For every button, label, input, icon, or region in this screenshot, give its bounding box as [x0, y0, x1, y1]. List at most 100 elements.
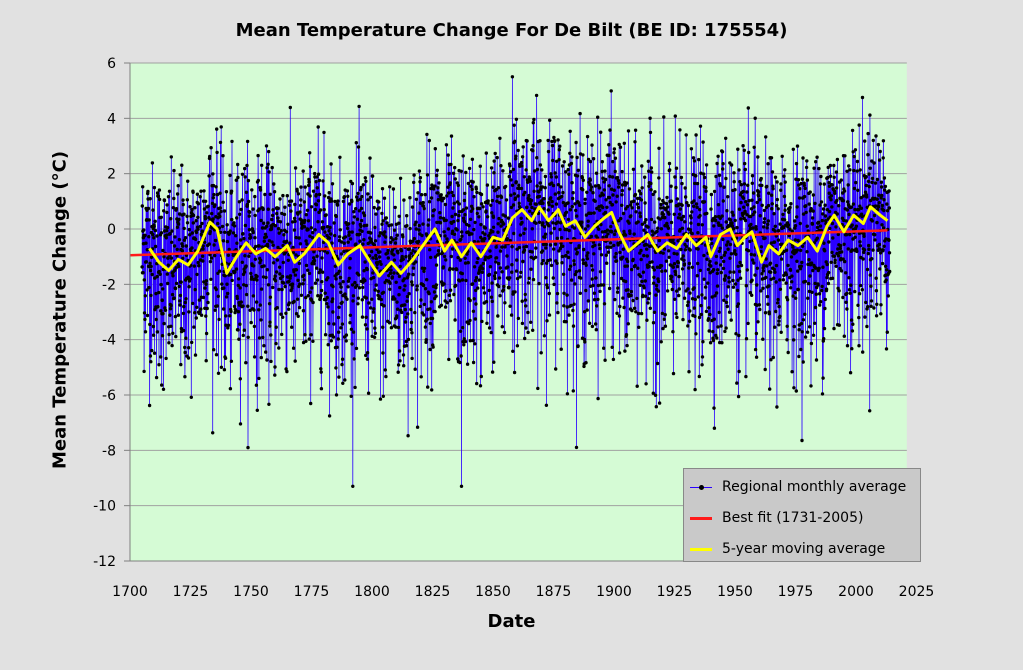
data-point [502, 222, 506, 226]
data-point [436, 198, 440, 202]
data-point [626, 288, 630, 292]
data-point [480, 270, 484, 274]
data-point [321, 240, 326, 245]
data-point [737, 269, 742, 274]
data-point [656, 226, 660, 230]
data-point [675, 264, 680, 269]
data-point [611, 159, 615, 164]
data-point [683, 220, 687, 224]
data-point [172, 296, 176, 300]
data-point [822, 326, 827, 331]
data-point [792, 386, 796, 390]
data-point [319, 370, 323, 374]
data-point [736, 394, 741, 399]
data-point [480, 319, 484, 324]
data-point [731, 227, 736, 231]
data-point [195, 192, 200, 196]
data-point [379, 297, 383, 302]
data-point [471, 180, 475, 184]
data-point [544, 403, 549, 407]
data-point [196, 202, 201, 206]
data-point [555, 261, 559, 265]
data-point [471, 338, 475, 343]
data-point [570, 181, 574, 185]
data-point [422, 206, 426, 211]
data-point [795, 144, 800, 148]
data-point [317, 178, 322, 183]
data-point [142, 278, 146, 282]
data-point [715, 336, 719, 340]
data-point [238, 422, 243, 426]
data-point [232, 221, 236, 225]
data-point [196, 260, 200, 265]
data-point [565, 293, 569, 297]
data-point [313, 207, 317, 212]
data-point [567, 267, 572, 272]
data-point [364, 353, 368, 358]
data-point [833, 191, 837, 195]
data-point [686, 287, 690, 291]
data-point [552, 282, 556, 287]
data-point [728, 256, 732, 260]
data-point [181, 328, 186, 333]
data-point [397, 274, 402, 279]
data-point [496, 230, 500, 234]
data-point [806, 296, 810, 300]
data-point [487, 326, 492, 330]
data-point [716, 325, 720, 329]
data-point [276, 227, 281, 231]
data-point [245, 139, 250, 144]
data-point [786, 223, 791, 227]
data-point [566, 217, 571, 222]
data-point [191, 213, 196, 218]
data-point [449, 134, 454, 138]
data-point [846, 247, 850, 251]
data-point [284, 311, 288, 315]
data-point [470, 157, 475, 161]
data-point [738, 276, 743, 280]
data-point [424, 340, 428, 344]
data-point [238, 212, 242, 216]
data-point [847, 212, 851, 217]
data-point [582, 364, 586, 369]
data-point [752, 261, 756, 265]
data-point [366, 391, 371, 395]
data-point [183, 300, 187, 305]
data-point [601, 205, 605, 210]
data-point [664, 259, 669, 263]
data-point [574, 247, 578, 251]
data-point [294, 253, 298, 257]
data-point [625, 264, 629, 268]
data-point [682, 262, 687, 266]
data-point [652, 275, 656, 279]
data-point [460, 230, 464, 234]
data-point [551, 221, 555, 225]
data-point [860, 95, 865, 100]
data-point [262, 221, 266, 225]
data-point [632, 232, 636, 236]
data-point [638, 214, 643, 219]
data-point [857, 123, 861, 127]
data-point [760, 203, 764, 207]
data-point [368, 195, 373, 199]
data-point [279, 312, 283, 316]
data-point [171, 331, 175, 335]
data-point [593, 184, 598, 188]
data-point [581, 153, 585, 157]
data-point [296, 278, 300, 282]
data-point [638, 274, 643, 279]
data-point [520, 299, 524, 303]
data-point [472, 297, 476, 301]
data-point [320, 270, 325, 274]
data-point [435, 173, 439, 178]
data-point [196, 215, 200, 219]
data-point [311, 230, 315, 235]
data-point [368, 156, 372, 160]
data-point [746, 249, 751, 253]
data-point [531, 121, 535, 125]
data-point [712, 189, 717, 194]
data-point [315, 278, 320, 282]
data-point [556, 220, 560, 224]
data-point [736, 302, 741, 306]
data-point [557, 191, 561, 195]
